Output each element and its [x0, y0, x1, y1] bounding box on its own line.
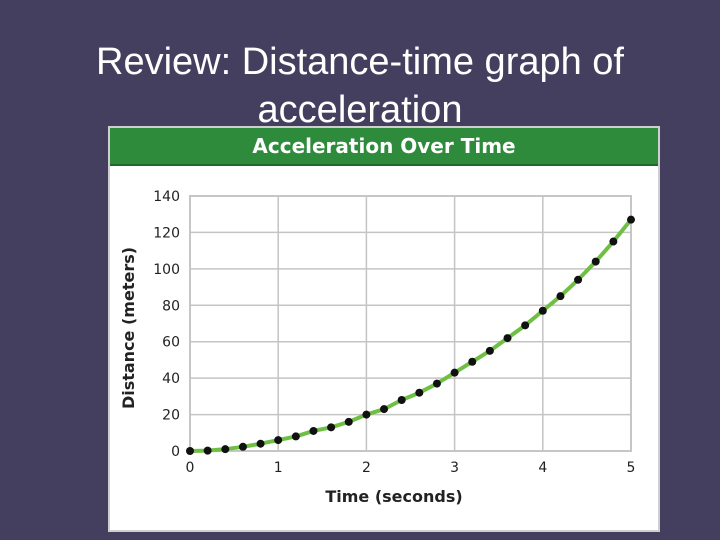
data-point-7 — [309, 426, 318, 435]
series — [186, 215, 635, 455]
y-tick-labels: 0 20 40 60 80 100 120 140 — [153, 189, 180, 460]
x-tick-label-5: 5 — [627, 460, 636, 476]
y-tick-label-7: 140 — [153, 189, 180, 205]
data-point-13 — [415, 388, 424, 397]
data-point-4 — [256, 439, 265, 448]
data-point-5 — [274, 436, 283, 445]
x-axis-label: Time (seconds) — [325, 487, 462, 506]
data-point-17 — [485, 346, 494, 355]
data-point-9 — [344, 417, 353, 426]
data-point-20 — [538, 306, 547, 315]
y-tick-label-0: 0 — [171, 444, 180, 460]
data-point-22 — [574, 275, 583, 284]
data-point-21 — [556, 292, 565, 301]
x-tick-label-0: 0 — [186, 460, 195, 476]
data-point-1 — [203, 446, 212, 455]
chart-plot: 0 20 40 60 80 100 120 140 0 1 2 3 4 5 Time (seconds)… — [119, 189, 636, 506]
data-point-11 — [380, 405, 389, 414]
data-point-6 — [291, 432, 300, 441]
x-tick-label-1: 1 — [274, 460, 283, 476]
data-point-0 — [186, 447, 194, 455]
grid — [189, 195, 632, 452]
y-tick-label-4: 80 — [162, 298, 180, 314]
data-point-12 — [397, 396, 406, 404]
data-point-10 — [362, 410, 371, 419]
chart-figure: Acceleration Over Time 0 20 40 60 80 100 120 14… — [108, 126, 660, 532]
slide-title-line-2: acceleration — [257, 89, 463, 131]
data-point-19 — [521, 321, 530, 330]
data-point-15 — [450, 368, 459, 377]
plot-area — [189, 195, 632, 452]
data-point-25 — [627, 215, 635, 224]
data-point-18 — [503, 334, 512, 343]
x-tick-label-4: 4 — [538, 460, 547, 476]
data-point-24 — [609, 237, 618, 246]
y-axis-label: Distance (meters) — [119, 247, 138, 409]
data-point-23 — [591, 257, 600, 266]
data-point-16 — [468, 357, 477, 366]
chart-title: Acceleration Over Time — [110, 128, 658, 166]
data-point-14 — [432, 379, 441, 388]
data-point-3 — [238, 442, 247, 451]
slide-title-line-1: Review: Distance-time graph of — [96, 41, 624, 83]
y-tick-label-6: 120 — [153, 225, 180, 241]
y-tick-label-1: 20 — [162, 408, 180, 424]
data-point-8 — [327, 423, 336, 432]
x-tick-label-3: 3 — [450, 460, 459, 476]
y-tick-label-2: 40 — [162, 371, 180, 387]
x-tick-labels: 0 1 2 3 4 5 — [186, 460, 636, 476]
y-tick-label-3: 60 — [162, 335, 180, 351]
y-tick-label-5: 100 — [153, 262, 180, 278]
slide-title: Review: Distance-time graph of accelerat… — [0, 38, 720, 134]
x-tick-label-2: 2 — [362, 460, 371, 476]
data-point-2 — [221, 445, 230, 454]
